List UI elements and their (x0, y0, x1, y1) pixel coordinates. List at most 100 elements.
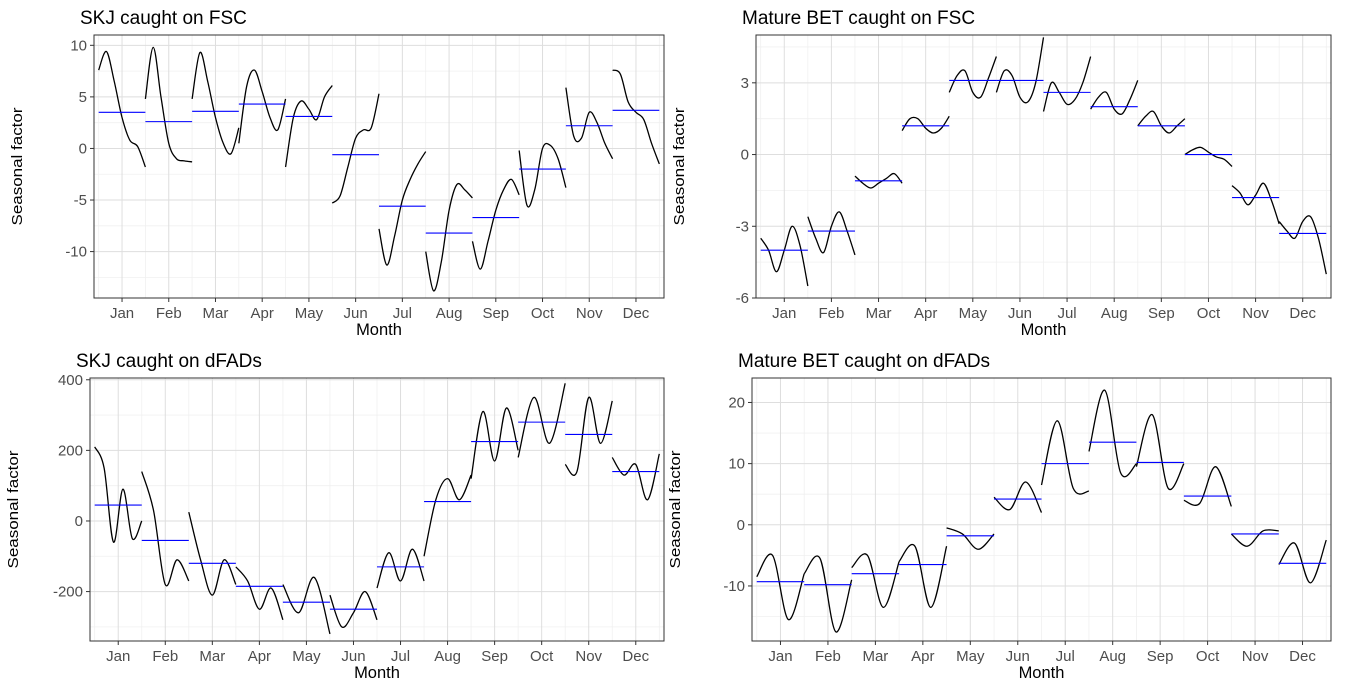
chart-title: Mature BET caught on dFADs (738, 351, 990, 372)
y-tick-label: 0 (75, 513, 83, 530)
x-tick-label: Oct (530, 648, 554, 665)
x-tick-label: Dec (1289, 648, 1316, 665)
x-axis-label: Month (1019, 664, 1065, 682)
x-tick-label: Apr (911, 648, 934, 665)
x-tick-label: Sep (481, 648, 508, 665)
y-tick-label: 10 (70, 37, 87, 54)
y-tick-label: 400 (58, 372, 83, 389)
x-tick-label: Jan (110, 305, 134, 322)
seasonal-subseries-line (1184, 146, 1233, 167)
seasonal-subseries-line (612, 69, 660, 165)
x-tick-label: Oct (531, 305, 555, 322)
seasonal-subseries-line (1278, 215, 1327, 275)
seasonal-subseries-line (995, 37, 1045, 104)
x-tick-label: Nov (1242, 305, 1269, 322)
seasonal-subseries-line (1278, 539, 1327, 584)
seasonal-subseries-line (331, 93, 380, 204)
x-tick-label: Jul (1057, 305, 1076, 322)
seasonal-subseries-line (517, 383, 566, 458)
x-tick-label: Sep (1147, 648, 1174, 665)
x-axis-label: Month (354, 664, 400, 682)
seasonal-subseries-line (238, 69, 287, 144)
y-tick-label: 10 (728, 456, 745, 473)
seasonal-subseries-line (1230, 529, 1279, 547)
seasonal-subseries-line (564, 396, 613, 476)
seasonal-subseries-line (1183, 466, 1232, 507)
x-tick-label: Jul (393, 305, 412, 322)
seasonal-subseries-line (378, 151, 427, 266)
seasonal-subseries-line (423, 474, 472, 557)
x-tick-label: Dec (1289, 305, 1316, 322)
x-tick-label: Aug (436, 305, 463, 322)
x-tick-label: Jul (391, 648, 410, 665)
seasonal-subseries-line (565, 87, 614, 160)
seasonal-subseries-line (329, 590, 378, 629)
seasonal-subseries-line (470, 407, 519, 479)
y-axis-label: Seasonal factor (5, 450, 22, 568)
y-axis-label: Seasonal factor (9, 107, 26, 225)
x-tick-label: Aug (1101, 305, 1128, 322)
y-tick-label: -5 (74, 192, 87, 209)
x-tick-label: Jun (1006, 648, 1030, 665)
plot-border (93, 34, 665, 299)
y-tick-label: 200 (58, 442, 83, 459)
seasonal-subseries-line (518, 142, 567, 208)
x-tick-label: Oct (1196, 648, 1220, 665)
x-tick-label: Jun (341, 648, 365, 665)
x-tick-label: Apr (914, 305, 937, 322)
plot-border (755, 34, 1332, 299)
x-tick-label: Sep (482, 305, 509, 322)
x-tick-label: Nov (576, 305, 603, 322)
x-tick-label: Feb (156, 305, 182, 322)
seasonal-subseries-line (803, 555, 853, 633)
x-tick-label: Sep (1148, 305, 1175, 322)
x-tick-label: May (292, 648, 321, 665)
x-tick-label: Feb (815, 648, 841, 665)
x-tick-label: Dec (623, 305, 650, 322)
x-tick-label: Aug (434, 648, 461, 665)
y-tick-label: -3 (736, 218, 749, 235)
seasonal-subseries-line (993, 481, 1043, 513)
seasonal-subseries-line (425, 182, 473, 292)
y-tick-label: 5 (79, 89, 87, 106)
chart-title: SKJ caught on dFADs (76, 351, 262, 372)
seasonal-subseries-line (1135, 414, 1185, 491)
seasonal-subseries-line (948, 56, 997, 99)
y-tick-label: -10 (65, 244, 87, 261)
seasonal-subseries-line (946, 527, 995, 550)
y-axis-label: Seasonal factor (671, 107, 688, 225)
seasonal-subseries-line (1088, 389, 1137, 478)
chart-title: Mature BET caught on FSC (742, 8, 975, 29)
chart-panel-4: 20 10 0 -10 Jan Feb Mar Apr May Jun Jul Aug Sep Oct No… (667, 351, 1332, 682)
x-tick-label: Jun (344, 305, 368, 322)
chart-panel-3: 400 200 0 -200 Jan Feb Mar Apr May Jun Jul Aug Sep Oc… (5, 351, 665, 682)
x-tick-label: Jan (768, 648, 792, 665)
x-tick-label: Nov (575, 648, 602, 665)
seasonal-subseries-line (376, 548, 425, 589)
seasonal-subseries-line (898, 543, 948, 609)
x-tick-label: Oct (1197, 305, 1221, 322)
x-tick-label: Apr (248, 648, 271, 665)
x-tick-label: Jan (106, 648, 130, 665)
seasonal-subseries-line (756, 553, 805, 621)
x-tick-label: Apr (251, 305, 274, 322)
x-axis-label: Month (1021, 321, 1067, 339)
chart-title: SKJ caught on FSC (80, 8, 247, 29)
y-tick-label: -10 (723, 578, 745, 595)
x-tick-label: Jun (1008, 305, 1032, 322)
seasonal-subseries-line (141, 471, 190, 587)
x-tick-label: Feb (818, 305, 844, 322)
y-tick-label: -200 (53, 584, 83, 601)
x-tick-label: May (295, 305, 324, 322)
seasonal-subseries-line (854, 172, 903, 189)
y-tick-label: -6 (736, 290, 749, 307)
x-axis-label: Month (356, 321, 402, 339)
y-tick-label: 0 (737, 517, 745, 534)
seasonal-subseries-line (98, 50, 146, 168)
seasonal-subseries-line (901, 115, 950, 134)
x-tick-label: May (959, 305, 988, 322)
seasonal-subseries-line (282, 576, 331, 635)
chart-panel-1: 10 5 0 -5 -10 Jan Feb Mar Apr May Jun Jul Aug Sep Oct N… (9, 8, 665, 339)
y-tick-label: 20 (728, 394, 745, 411)
